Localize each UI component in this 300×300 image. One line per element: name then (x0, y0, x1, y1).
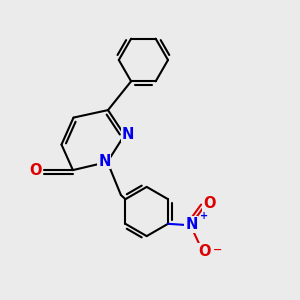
Text: O: O (30, 163, 42, 178)
Text: N: N (185, 217, 198, 232)
Text: −: − (212, 245, 222, 255)
Text: N: N (122, 127, 134, 142)
Text: +: + (200, 211, 208, 221)
Text: O: O (198, 244, 210, 259)
Text: N: N (98, 154, 111, 169)
Text: O: O (203, 196, 216, 211)
